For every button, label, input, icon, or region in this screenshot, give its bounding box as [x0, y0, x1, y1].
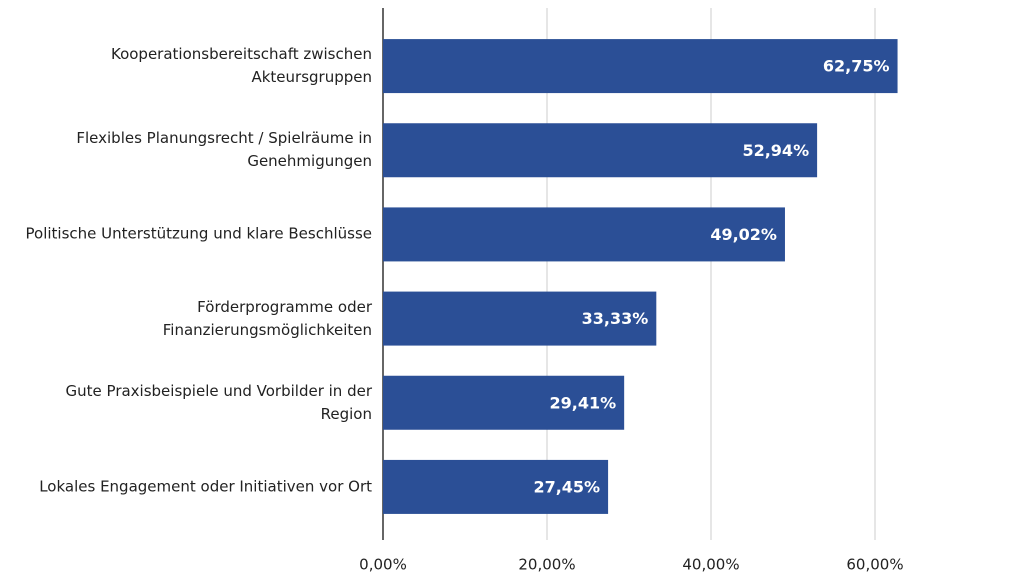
- bar: [383, 291, 657, 346]
- value-label: 62,75%: [823, 57, 890, 76]
- y-tick-label: Politische Unterstützung und klare Besch…: [25, 224, 372, 243]
- value-label: 29,41%: [550, 393, 617, 412]
- x-tick-label: 20,00%: [518, 556, 575, 574]
- y-tick-label: Flexibles Planungsrecht / Spielräume in …: [76, 129, 372, 171]
- bar: [383, 39, 898, 94]
- y-tick-label: Lokales Engagement oder Initiativen vor …: [39, 477, 372, 496]
- x-tick-label: 40,00%: [682, 556, 739, 574]
- y-tick-label: Kooperationsbereitschaft zwischen Akteur…: [110, 45, 372, 87]
- value-label: 27,45%: [533, 477, 600, 496]
- x-tick-label: 60,00%: [846, 556, 903, 574]
- bar: [383, 459, 609, 514]
- bar: [383, 375, 625, 430]
- bar: [383, 123, 818, 178]
- value-label: 52,94%: [742, 141, 809, 160]
- y-tick-label: Gute Praxisbeispiele und Vorbilder in de…: [65, 381, 372, 423]
- x-tick-label: 0,00%: [359, 556, 407, 574]
- y-tick-label: Förderprogramme oder Finanzierungsmöglic…: [162, 297, 372, 339]
- value-label: 49,02%: [710, 225, 777, 244]
- bar: [383, 207, 785, 262]
- value-label: 33,33%: [582, 309, 649, 328]
